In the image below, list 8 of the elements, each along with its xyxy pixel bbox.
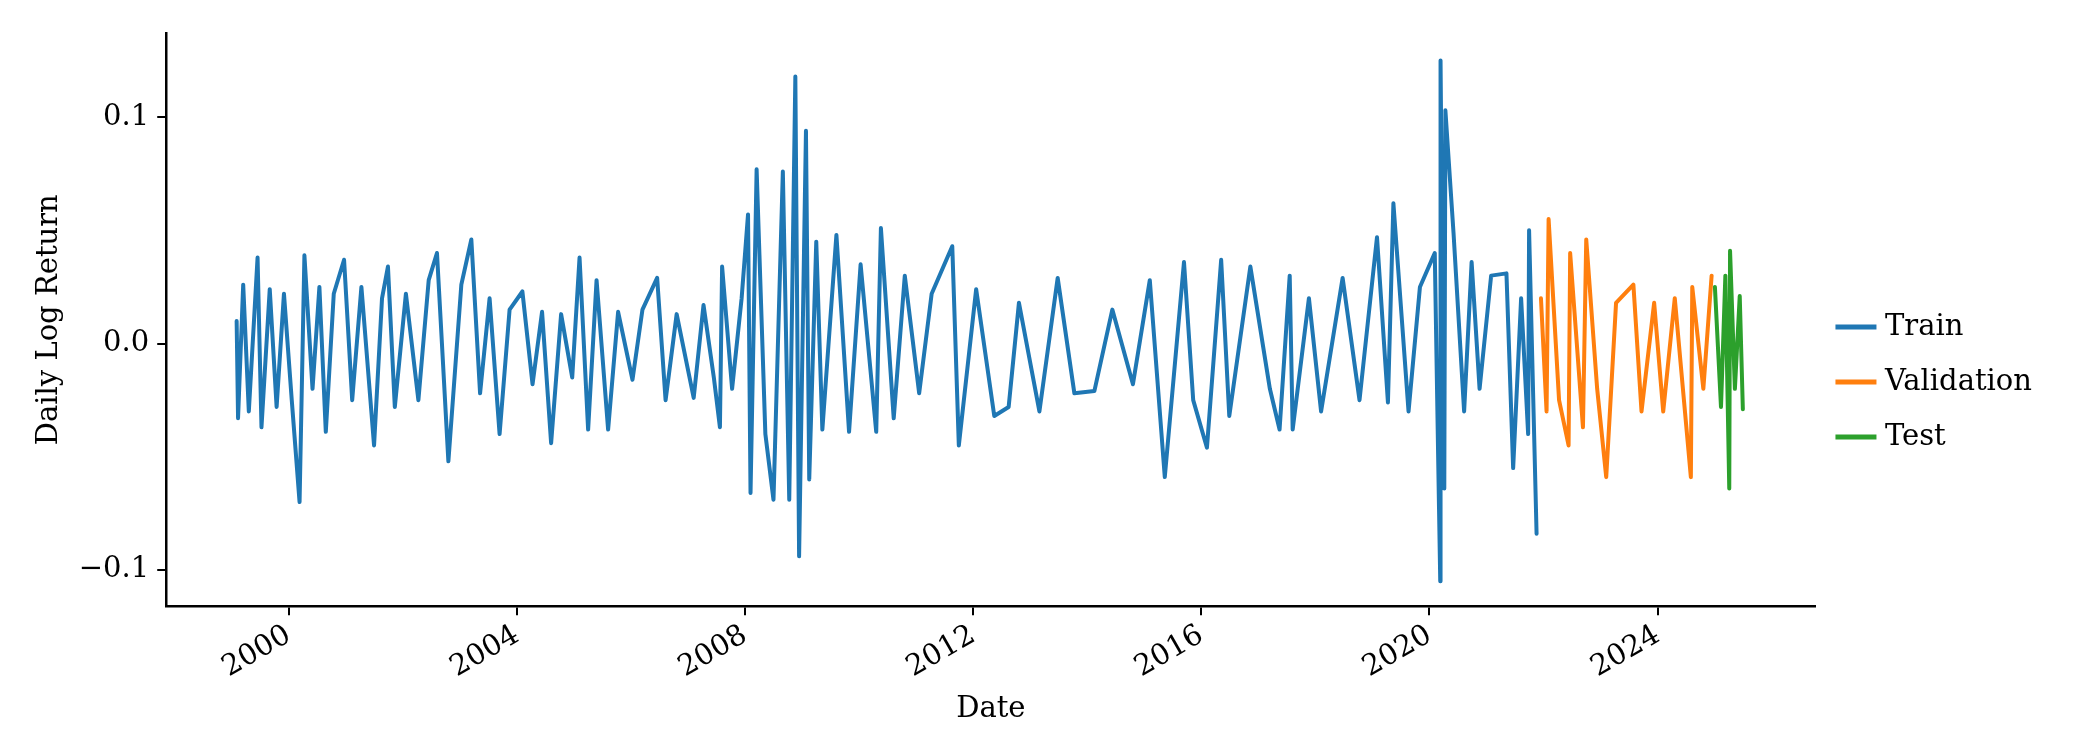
y-tick-label: 0.0	[103, 324, 150, 359]
legend-label: Validation	[1883, 362, 2033, 397]
legend-label: Train	[1884, 307, 1964, 342]
y-tick-label: −0.1	[78, 550, 150, 585]
y-axis-title: Daily Log Return	[29, 194, 64, 446]
legend-label: Test	[1884, 417, 1947, 452]
y-tick-label: 0.1	[103, 97, 150, 132]
x-axis-title: Date	[956, 690, 1026, 725]
